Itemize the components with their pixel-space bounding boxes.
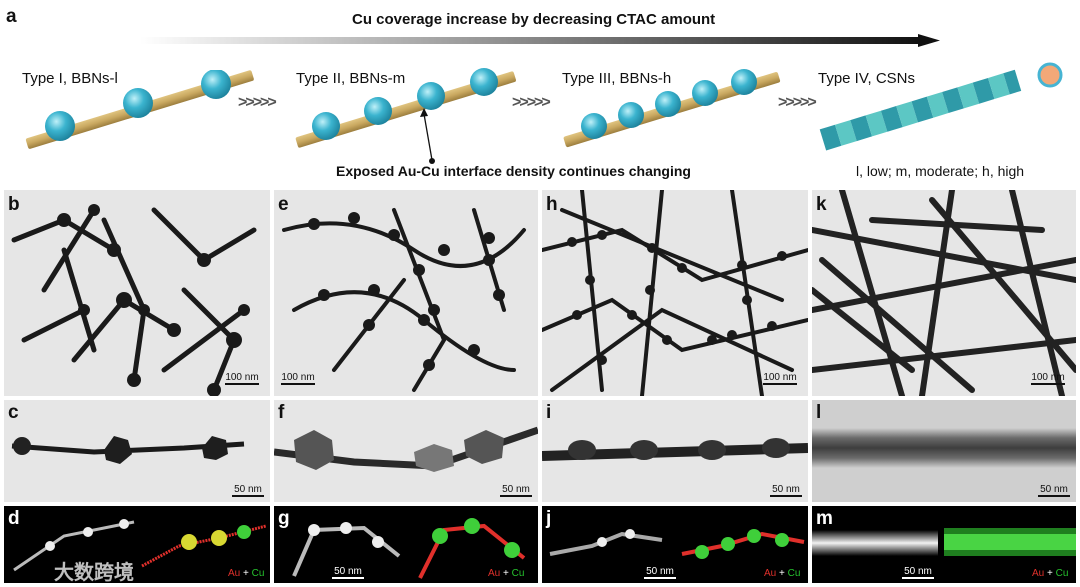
- legend-g-cu: Cu: [511, 568, 525, 579]
- type-4-schematic: [814, 58, 1078, 154]
- panel-label-c: c: [8, 402, 19, 423]
- type-3-label: Type III, BBNs-h: [562, 70, 672, 87]
- gradient-title: Cu coverage increase by decreasing CTAC …: [352, 11, 716, 28]
- legend-j-au: Au: [764, 568, 777, 579]
- scalebar-j: 50 nm: [640, 566, 680, 580]
- legend-g-plus: +: [500, 568, 512, 579]
- legend-d: Au + Cu: [228, 568, 264, 579]
- type-1-schematic: [20, 69, 260, 150]
- panel-label-e: e: [278, 194, 289, 215]
- scalebar-h: 100 nm: [760, 372, 800, 386]
- scalebar-k: 100 nm: [1028, 372, 1068, 386]
- legend-m-au: Au: [1032, 568, 1045, 579]
- panel-label-h: h: [546, 194, 558, 215]
- eds-panel-j: j 50 nm Au + Cu: [542, 506, 808, 583]
- panel-label-a: a: [6, 6, 17, 27]
- panel-label-i: i: [546, 402, 552, 423]
- tem-panel-l: l 50 nm: [812, 400, 1076, 502]
- scalebar-g-text: 50 nm: [334, 566, 362, 577]
- scalebar-c-text: 50 nm: [234, 484, 262, 495]
- legend-j-plus: +: [776, 568, 788, 579]
- panel-label-l: l: [816, 402, 822, 423]
- interface-note: Exposed Au-Cu interface density continue…: [336, 163, 691, 179]
- scalebar-l-text: 50 nm: [1040, 484, 1068, 495]
- scalebar-b-text: 100 nm: [225, 372, 259, 383]
- legend-m: Au + Cu: [1032, 568, 1068, 579]
- arrow-3-4: >>>>>: [778, 94, 817, 111]
- eds-panel-g: g 50 nm Au + Cu: [274, 506, 538, 583]
- scalebar-l: 50 nm: [1036, 484, 1072, 498]
- gradient-arrow: [140, 34, 940, 48]
- scalebar-j-text: 50 nm: [646, 566, 674, 577]
- panel-label-d: d: [8, 508, 20, 529]
- tem-panel-k: k 100 nm: [812, 190, 1076, 396]
- tem-panel-b: b 100 nm: [4, 190, 270, 396]
- scalebar-i: 50 nm: [768, 484, 804, 498]
- scalebar-f-text: 50 nm: [502, 484, 530, 495]
- panel-label-j: j: [546, 508, 552, 529]
- legend-d-plus: +: [240, 568, 252, 579]
- type-4-label: Type IV, CSNs: [818, 70, 915, 87]
- arrow-2-3: >>>>>: [512, 94, 551, 111]
- tem-panel-i: i 50 nm: [542, 400, 808, 502]
- legend-j-cu: Cu: [787, 568, 801, 579]
- tem-panel-f: f 50 nm: [274, 400, 538, 502]
- panel-label-f: f: [278, 402, 285, 423]
- tem-panel-c: c 50 nm: [4, 400, 270, 502]
- scalebar-f: 50 nm: [498, 484, 534, 498]
- scalebar-g: 50 nm: [328, 566, 368, 580]
- scalebar-e: 100 nm: [278, 372, 318, 386]
- interface-pointer: [418, 108, 438, 168]
- panel-label-k: k: [816, 194, 827, 215]
- eds-panel-m: m 50 nm Au + Cu: [812, 506, 1076, 583]
- scalebar-k-text: 100 nm: [1031, 372, 1065, 383]
- scalebar-i-text: 50 nm: [772, 484, 800, 495]
- panel-label-g: g: [278, 508, 290, 529]
- legend-d-cu: Cu: [251, 568, 265, 579]
- scalebar-m: 50 nm: [898, 566, 938, 580]
- eds-panel-d: d Au + Cu: [4, 506, 270, 583]
- scalebar-e-text: 100 nm: [281, 372, 315, 383]
- scalebar-b: 100 nm: [222, 372, 262, 386]
- scalebar-c: 50 nm: [230, 484, 266, 498]
- tem-panel-e: e 100 nm: [274, 190, 538, 396]
- scalebar-m-text: 50 nm: [904, 566, 932, 577]
- legend-g-au: Au: [488, 568, 501, 579]
- panel-label-m: m: [816, 508, 833, 529]
- type-2-schematic: [290, 68, 522, 152]
- legend-m-plus: +: [1044, 568, 1056, 579]
- legend-d-au: Au: [228, 568, 241, 579]
- legend-g: Au + Cu: [488, 568, 524, 579]
- legend-m-cu: Cu: [1055, 568, 1069, 579]
- type-1-label: Type I, BBNs-l: [22, 70, 118, 87]
- tem-panel-h: h 100 nm: [542, 190, 808, 396]
- arrow-1-2: >>>>>: [238, 94, 277, 111]
- scalebar-h-text: 100 nm: [763, 372, 797, 383]
- type-2-label: Type II, BBNs-m: [296, 70, 406, 87]
- abbreviation-note: l, low; m, moderate; h, high: [856, 163, 1025, 179]
- watermark: 大数跨境: [54, 562, 134, 584]
- legend-j: Au + Cu: [764, 568, 800, 579]
- panel-label-b: b: [8, 194, 20, 215]
- type-3-schematic: [558, 68, 786, 152]
